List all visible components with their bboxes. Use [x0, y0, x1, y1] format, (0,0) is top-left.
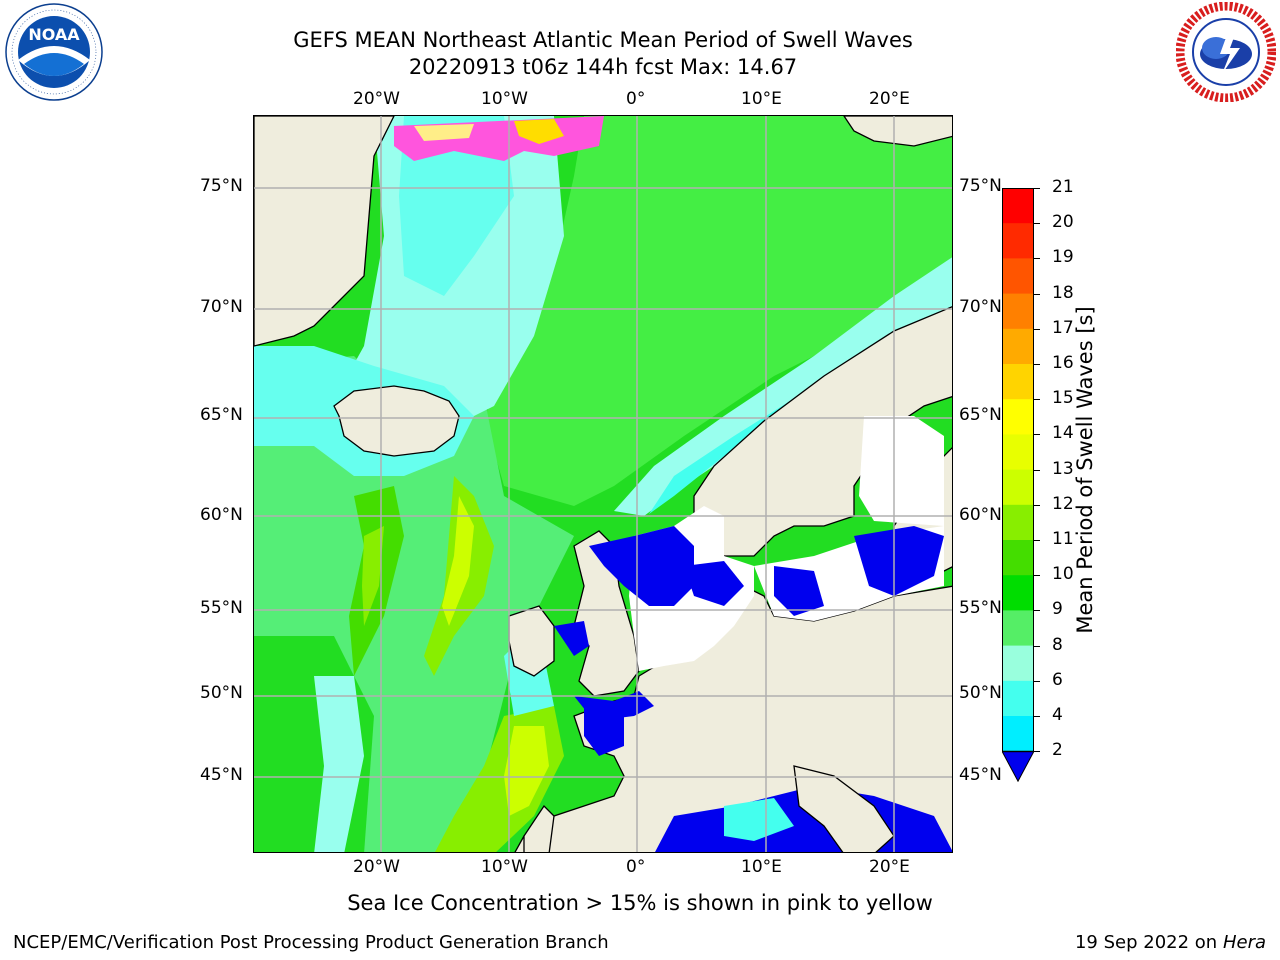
noaa-text: NOAA	[28, 25, 80, 44]
colorbar-segment	[1002, 575, 1034, 611]
colorbar-segment	[1002, 434, 1034, 471]
lat-label-right-50n: 50°N	[959, 683, 1002, 703]
colorbar-tick-mark	[1034, 223, 1040, 225]
lat-label-left-50n: 50°N	[200, 683, 243, 703]
colorbar-tick-label: 21	[1052, 177, 1074, 197]
colorbar-tick-mark	[1034, 645, 1040, 647]
lon-label-top-10w: 10°W	[481, 89, 528, 109]
colorbar-extend-arrow	[1001, 750, 1035, 783]
lat-label-right-70n: 70°N	[959, 297, 1002, 317]
colorbar-tick-label: 20	[1052, 212, 1074, 233]
footer-credit: NCEP/EMC/Verification Post Processing Pr…	[13, 932, 609, 953]
colorbar-segment	[1002, 716, 1034, 752]
footer-date: 19 Sep 2022 on Hera	[1075, 932, 1266, 953]
colorbar-tick-mark	[1034, 293, 1040, 295]
colorbar-segment	[1002, 223, 1034, 259]
colorbar-tick-label: 11	[1052, 529, 1074, 549]
colorbar-ticks: 21 20 19 18 17 16 15 14 13 12 11 10 9 8 6 4 2	[1034, 177, 1100, 761]
lat-label-right-55n: 55°N	[959, 598, 1002, 618]
colorbar-segment	[1002, 293, 1034, 330]
colorbar-tick-label: 2	[1052, 740, 1063, 761]
lat-label-right-45n: 45°N	[959, 765, 1002, 785]
footer-host: Hera	[1222, 932, 1266, 953]
noaa-logo: NOAA	[4, 2, 104, 102]
lat-label-left-60n: 60°N	[200, 505, 243, 525]
colorbar-tick-mark	[1034, 434, 1040, 436]
lon-label-bottom-10w: 10°W	[481, 857, 528, 877]
colorbar-tick-mark	[1034, 751, 1040, 753]
colorbar-tick-mark	[1034, 258, 1040, 260]
colorbar-tick-mark	[1034, 328, 1040, 330]
lon-label-top-20w: 20°W	[353, 89, 400, 109]
colorbar-tick-label: 15	[1052, 388, 1074, 409]
lat-label-left-70n: 70°N	[200, 297, 243, 317]
colorbar-segment	[1002, 328, 1034, 365]
colorbar-tick-mark	[1034, 540, 1040, 541]
colorbar-segment	[1002, 364, 1034, 400]
colorbar-tick-label: 9	[1052, 599, 1063, 620]
colorbar-segment	[1002, 540, 1034, 576]
colorbar-tick-mark	[1034, 610, 1040, 612]
colorbar-segment	[1002, 610, 1034, 647]
colorbar-tick-label: 10	[1052, 564, 1074, 585]
colorbar-segment	[1002, 258, 1034, 295]
colorbar-segment	[1002, 680, 1034, 717]
colorbar-tick-label: 13	[1052, 458, 1074, 479]
lon-label-bottom-20e: 20°E	[869, 857, 910, 877]
lon-label-top-20e: 20°E	[869, 89, 910, 109]
footer-date-text: 19 Sep 2022 on	[1074, 932, 1218, 953]
colorbar-tick-label: 19	[1052, 247, 1074, 268]
colorbar-tick-label: 17	[1052, 317, 1074, 338]
chart-title-line2: 20220913 t06z 144h fcst Max: 14.67	[408, 55, 798, 79]
colorbar-tick-mark	[1034, 469, 1040, 471]
lat-label-right-60n: 60°N	[959, 505, 1002, 525]
swell-period-map	[254, 116, 952, 852]
lon-label-top-10e: 10°E	[741, 89, 782, 109]
colorbar-tick-mark	[1034, 575, 1040, 577]
lat-label-left-75n: 75°N	[200, 176, 243, 196]
colorbar-tick-mark	[1034, 680, 1040, 682]
colorbar-tick-label: 8	[1052, 634, 1063, 655]
colorbar-tick-label: 16	[1052, 353, 1074, 373]
nws-logo	[1175, 1, 1277, 103]
lon-label-bottom-20w: 20°W	[353, 857, 400, 877]
lat-label-left-65n: 65°N	[200, 405, 243, 425]
map-frame	[253, 115, 953, 853]
colorbar-segment	[1002, 504, 1034, 541]
colorbar-label: Mean Period of Swell Waves [s]	[1073, 306, 1097, 634]
map-gridlines	[254, 116, 952, 852]
colorbar-segment	[1002, 399, 1034, 435]
colorbar-tick-mark	[1034, 399, 1040, 401]
colorbar-tick-label: 6	[1052, 669, 1063, 690]
colorbar-tick-mark	[1034, 188, 1040, 189]
colorbar-tick-mark	[1034, 364, 1040, 365]
colorbar-segment	[1002, 188, 1034, 224]
colorbar-outline	[1002, 188, 1034, 753]
colorbar-tick-label: 12	[1052, 493, 1074, 514]
colorbar-tick-label: 14	[1052, 423, 1074, 444]
lat-label-right-65n: 65°N	[959, 405, 1002, 425]
lon-label-bottom-0: 0°	[626, 857, 646, 877]
colorbar-tick-label: 18	[1052, 282, 1074, 303]
colorbar-tick-mark	[1034, 504, 1040, 506]
colorbar-tick-label: 4	[1052, 705, 1063, 725]
colorbar-segment	[1002, 469, 1034, 506]
chart-title-line1: GEFS MEAN Northeast Atlantic Mean Period…	[293, 28, 913, 52]
lat-label-right-75n: 75°N	[959, 176, 1002, 196]
colorbar-tick-mark	[1034, 716, 1040, 717]
lon-label-bottom-10e: 10°E	[741, 857, 782, 877]
lat-label-left-45n: 45°N	[200, 765, 243, 785]
lat-label-left-55n: 55°N	[200, 598, 243, 618]
lon-label-top-0: 0°	[626, 89, 646, 109]
sea-ice-note: Sea Ice Concentration > 15% is shown in …	[347, 891, 933, 915]
colorbar	[1001, 188, 1035, 783]
colorbar-segment	[1002, 645, 1034, 682]
